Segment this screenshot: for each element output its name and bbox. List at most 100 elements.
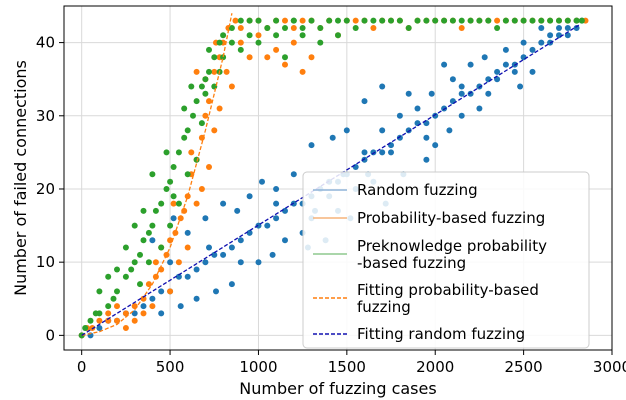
legend-label: Random fuzzing [357, 181, 478, 199]
data-point [379, 127, 386, 134]
data-point [181, 105, 188, 112]
legend-item: Random fuzzing [313, 181, 478, 199]
data-point [564, 17, 571, 24]
data-point [352, 17, 359, 24]
data-point [237, 25, 244, 31]
data-point [193, 266, 200, 273]
data-point [326, 17, 333, 24]
data-point [206, 46, 212, 53]
data-point [202, 90, 209, 97]
data-point [175, 273, 182, 280]
data-point [405, 25, 412, 31]
data-point [396, 17, 403, 24]
data-point [220, 200, 227, 207]
data-point [193, 156, 200, 163]
data-point [206, 244, 212, 251]
data-point [264, 222, 271, 229]
data-point [467, 61, 474, 68]
data-point [428, 90, 435, 97]
data-point [370, 17, 377, 24]
data-point [458, 17, 465, 24]
data-point [502, 17, 509, 24]
data-point [140, 310, 147, 317]
data-point [216, 105, 223, 112]
data-point [193, 68, 200, 75]
legend-label: Fitting probability-based [357, 281, 539, 299]
x-tick-label: 2500 [505, 358, 543, 376]
data-point [494, 17, 501, 24]
data-point [211, 251, 218, 258]
data-point [485, 17, 492, 24]
data-point [335, 17, 341, 24]
data-point [234, 207, 241, 214]
data-point [273, 200, 280, 207]
data-point [299, 25, 306, 31]
data-point [152, 259, 159, 266]
legend: Random fuzzing Probability-based fuzzing P… [302, 171, 590, 349]
data-point [193, 295, 200, 302]
data-point [237, 237, 244, 244]
data-point [131, 317, 138, 324]
data-point [149, 237, 156, 244]
data-point [232, 17, 239, 24]
data-point [290, 25, 297, 31]
data-point [520, 17, 527, 24]
data-point [145, 229, 152, 236]
data-point [140, 303, 147, 310]
data-point [82, 325, 89, 331]
data-point [228, 25, 235, 31]
data-point [228, 281, 235, 288]
data-point [184, 229, 191, 236]
data-point [578, 17, 585, 24]
data-point [388, 149, 394, 156]
data-point [520, 54, 527, 61]
data-point [556, 17, 562, 24]
data-point [329, 134, 336, 141]
data-point [228, 39, 235, 46]
data-point [370, 25, 377, 31]
data-point [170, 164, 177, 170]
data-point [122, 244, 129, 251]
data-point [396, 134, 403, 141]
data-point [485, 90, 492, 97]
data-point [184, 127, 191, 134]
data-point [476, 17, 483, 24]
data-point [246, 32, 253, 39]
data-point [246, 193, 253, 200]
legend-label: Fitting random fuzzing [357, 325, 525, 343]
data-point [211, 54, 218, 61]
data-point [458, 25, 465, 31]
data-point [246, 54, 253, 61]
data-point [282, 17, 288, 24]
data-point [308, 142, 315, 149]
data-point [259, 178, 265, 185]
data-point [163, 149, 170, 156]
data-point [547, 32, 554, 39]
data-point [167, 237, 174, 244]
data-point [149, 222, 156, 229]
data-point [432, 142, 439, 149]
y-tick-label: 40 [36, 34, 55, 52]
data-point [211, 68, 218, 75]
y-tick-label: 30 [36, 107, 55, 125]
data-point [149, 303, 156, 310]
series-layer [78, 13, 589, 339]
data-point [290, 17, 297, 24]
data-point [423, 17, 430, 24]
data-point [206, 98, 212, 105]
data-point [105, 303, 112, 310]
data-point [175, 259, 182, 266]
data-point [140, 207, 147, 214]
y-tick-label: 0 [45, 326, 55, 344]
data-point [158, 200, 165, 207]
data-point [220, 251, 227, 258]
data-point [170, 193, 177, 200]
data-point [361, 149, 368, 156]
data-point [273, 215, 280, 222]
data-point [137, 281, 143, 288]
data-point [343, 17, 350, 24]
data-point [122, 273, 129, 280]
data-point [476, 105, 483, 112]
data-point [414, 105, 421, 112]
data-point [441, 17, 448, 24]
